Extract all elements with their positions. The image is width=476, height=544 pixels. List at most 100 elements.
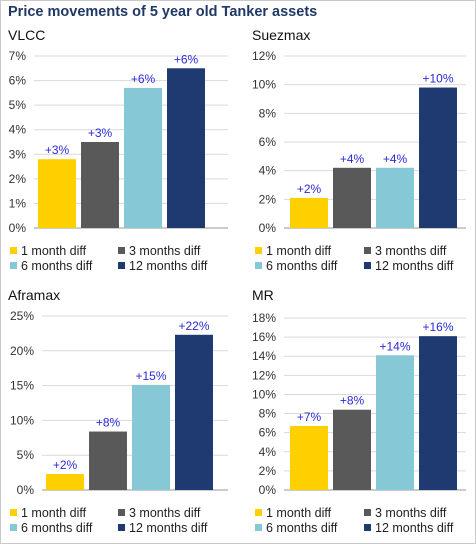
y-tick-label: 3%: [9, 147, 27, 161]
legend-label: 6 months diff: [266, 521, 338, 535]
chart-panel-aframax: Aframax 0% 5% 10% 15% 20% 25% +2% +8% +15% +22% 1 m…: [8, 287, 228, 535]
legend-swatch: [255, 524, 262, 531]
bar-1: [46, 473, 84, 490]
bar-1: [290, 425, 328, 490]
page-title: Price movements of 5 year old Tanker ass…: [8, 4, 318, 20]
y-tick-label: 5%: [17, 448, 35, 462]
y-tick-label: 0%: [17, 483, 35, 497]
y-tick-label: 4%: [259, 445, 277, 459]
legend-swatch: [255, 247, 262, 254]
bar-4: [419, 87, 457, 229]
y-tick-label: 10%: [252, 387, 276, 401]
y-tick-label: 2%: [259, 192, 277, 206]
data-label: +15%: [135, 369, 166, 383]
y-tick-label: 25%: [10, 309, 34, 323]
data-label: +16%: [422, 320, 453, 334]
bar-2: [89, 431, 127, 490]
chart-title: MR: [252, 287, 274, 303]
y-tick-label: 14%: [252, 349, 276, 363]
legend-swatch: [118, 262, 125, 269]
legend-label: 6 months diff: [21, 521, 93, 535]
y-tick-label: 0%: [9, 221, 27, 235]
y-tick-label: 6%: [259, 135, 277, 149]
chart-title: Aframax: [8, 287, 60, 303]
legend-label: 3 months diff: [129, 244, 201, 258]
data-label: +2%: [297, 182, 322, 196]
y-tick-label: 0%: [259, 483, 277, 497]
y-tick-label: 6%: [9, 74, 27, 88]
data-label: +7%: [297, 410, 322, 424]
y-tick-label: 4%: [9, 123, 27, 137]
legend-label: 1 month diff: [21, 244, 87, 258]
y-tick-label: 2%: [9, 172, 27, 186]
legend-label: 1 month diff: [21, 506, 87, 520]
legend-label: 12 months diff: [375, 259, 454, 273]
bar-3: [132, 384, 170, 490]
y-tick-label: 4%: [259, 164, 277, 178]
legend-label: 12 months diff: [129, 521, 208, 535]
legend-swatch: [10, 524, 17, 531]
bar-2: [333, 409, 371, 490]
data-label: +3%: [88, 126, 113, 140]
y-tick-label: 0%: [259, 221, 277, 235]
y-tick-label: 15%: [10, 379, 34, 393]
legend-label: 1 month diff: [266, 244, 332, 258]
legend-swatch: [118, 524, 125, 531]
y-tick-label: 6%: [259, 426, 277, 440]
bar-4: [167, 68, 205, 229]
y-tick-label: 12%: [252, 368, 276, 382]
legend-swatch: [10, 262, 17, 269]
chart-title: Suezmax: [252, 27, 310, 43]
legend-swatch: [10, 509, 17, 516]
y-tick-label: 7%: [9, 49, 27, 63]
legend-swatch: [364, 247, 371, 254]
legend-label: 1 month diff: [266, 506, 332, 520]
bar-1: [38, 159, 76, 228]
chart-panel-mr: MR 0% 2% 4% 6% 8% 10% 12% 14% 16% 18% +7% +8% +14% +16…: [252, 287, 466, 535]
legend-swatch: [364, 509, 371, 516]
data-label: +14%: [379, 339, 410, 353]
chart-panel-vlcc: VLCC 0% 1% 2% 3% 4% 5% 6% 7% +3% +3% +6% +6% 1 month …: [8, 27, 228, 273]
legend-swatch: [118, 509, 125, 516]
data-label: +4%: [340, 152, 365, 166]
bar-2: [333, 167, 371, 228]
legend-label: 6 months diff: [21, 259, 93, 273]
bar-3: [124, 87, 162, 228]
y-tick-label: 10%: [10, 413, 34, 427]
y-tick-label: 1%: [9, 196, 27, 210]
legend-swatch: [10, 247, 17, 254]
data-label: +6%: [131, 72, 156, 86]
legend-swatch: [255, 509, 262, 516]
data-label: +8%: [96, 416, 121, 430]
legend-label: 3 months diff: [129, 506, 201, 520]
y-tick-label: 18%: [252, 311, 276, 325]
data-label: +4%: [383, 152, 408, 166]
data-label: +8%: [340, 394, 365, 408]
chart-panel-suezmax: Suezmax 0% 2% 4% 6% 8% 10% 12% +2% +4% +4% +10% 1 mo…: [252, 27, 466, 273]
y-tick-label: 5%: [9, 98, 27, 112]
bar-3: [376, 167, 414, 228]
bar-2: [81, 142, 119, 228]
legend-label: 12 months diff: [375, 521, 454, 535]
data-label: +22%: [178, 319, 209, 333]
legend-label: 6 months diff: [266, 259, 338, 273]
legend-swatch: [364, 524, 371, 531]
legend-label: 3 months diff: [375, 506, 447, 520]
bar-4: [175, 334, 213, 490]
y-tick-label: 10%: [252, 78, 276, 92]
legend-swatch: [255, 262, 262, 269]
legend-swatch: [364, 262, 371, 269]
data-label: +10%: [422, 72, 453, 86]
bar-4: [419, 336, 457, 490]
legend-label: 3 months diff: [375, 244, 447, 258]
legend-label: 12 months diff: [129, 259, 208, 273]
chart-title: VLCC: [8, 27, 45, 43]
data-label: +6%: [174, 52, 199, 66]
bar-1: [290, 197, 328, 228]
y-tick-label: 12%: [252, 49, 276, 63]
y-tick-label: 2%: [259, 464, 277, 478]
y-tick-label: 8%: [259, 106, 277, 120]
y-tick-label: 8%: [259, 407, 277, 421]
y-tick-label: 16%: [252, 330, 276, 344]
